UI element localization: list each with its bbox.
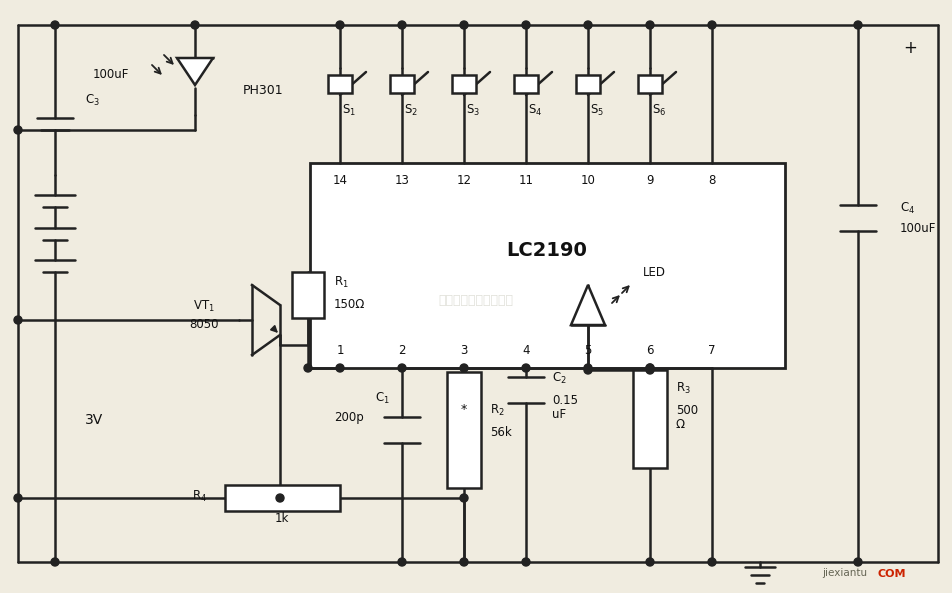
Text: 5: 5 <box>585 343 592 356</box>
Circle shape <box>398 364 406 372</box>
Text: 150Ω: 150Ω <box>334 298 366 311</box>
Circle shape <box>398 558 406 566</box>
Bar <box>328 75 352 93</box>
Text: 12: 12 <box>457 174 471 187</box>
Text: R$_3$: R$_3$ <box>676 381 691 396</box>
Text: 3: 3 <box>461 343 467 356</box>
Text: 14: 14 <box>332 174 347 187</box>
Text: +: + <box>903 39 917 57</box>
Text: S$_3$: S$_3$ <box>466 103 480 117</box>
Circle shape <box>191 21 199 29</box>
Circle shape <box>584 21 592 29</box>
Bar <box>576 75 600 93</box>
Circle shape <box>708 558 716 566</box>
Circle shape <box>854 21 862 29</box>
Circle shape <box>646 558 654 566</box>
Text: 10: 10 <box>581 174 595 187</box>
Bar <box>447 372 481 488</box>
Text: S$_2$: S$_2$ <box>404 103 418 117</box>
Circle shape <box>646 364 654 372</box>
Bar <box>638 75 662 93</box>
Polygon shape <box>571 285 605 325</box>
Bar <box>633 370 667 468</box>
Circle shape <box>14 316 22 324</box>
Text: COM: COM <box>878 569 906 579</box>
Bar <box>514 75 538 93</box>
Text: uF: uF <box>552 409 566 422</box>
Text: 杭州格睿科技有限公司: 杭州格睿科技有限公司 <box>439 294 513 307</box>
Text: 1: 1 <box>336 343 344 356</box>
Text: C$_2$: C$_2$ <box>552 371 566 385</box>
Text: R$_4$: R$_4$ <box>192 489 207 503</box>
Text: 100uF: 100uF <box>93 69 129 81</box>
Circle shape <box>522 364 530 372</box>
Circle shape <box>304 364 312 372</box>
Text: S$_5$: S$_5$ <box>590 103 605 117</box>
Text: 1k: 1k <box>275 512 289 524</box>
Circle shape <box>460 558 468 566</box>
Circle shape <box>276 494 284 502</box>
Text: VT$_1$: VT$_1$ <box>193 298 215 314</box>
Circle shape <box>584 366 592 374</box>
Text: PH301: PH301 <box>243 84 284 97</box>
Bar <box>390 75 414 93</box>
Text: 56k: 56k <box>490 426 512 438</box>
Text: C$_1$: C$_1$ <box>375 390 390 406</box>
Bar <box>292 272 324 318</box>
Text: C$_4$: C$_4$ <box>900 200 915 215</box>
Circle shape <box>708 21 716 29</box>
Bar <box>225 485 340 511</box>
Circle shape <box>646 366 654 374</box>
Text: 2: 2 <box>398 343 406 356</box>
Circle shape <box>336 21 344 29</box>
Polygon shape <box>177 58 213 85</box>
Circle shape <box>51 558 59 566</box>
Text: jiexiantu: jiexiantu <box>822 568 867 578</box>
Text: 11: 11 <box>519 174 533 187</box>
Text: 3V: 3V <box>85 413 103 427</box>
Text: S$_6$: S$_6$ <box>652 103 666 117</box>
Text: 6: 6 <box>646 343 654 356</box>
Circle shape <box>460 21 468 29</box>
Circle shape <box>336 364 344 372</box>
Circle shape <box>51 21 59 29</box>
Text: 200p: 200p <box>334 412 364 425</box>
Circle shape <box>646 364 654 372</box>
Circle shape <box>584 364 592 372</box>
Text: R$_2$: R$_2$ <box>490 403 505 417</box>
Text: S$_1$: S$_1$ <box>342 103 356 117</box>
Text: LED: LED <box>643 266 666 279</box>
Text: 7: 7 <box>708 343 716 356</box>
Circle shape <box>646 21 654 29</box>
Text: *: * <box>461 403 467 416</box>
Circle shape <box>522 21 530 29</box>
Text: 4: 4 <box>523 343 529 356</box>
Text: 500: 500 <box>676 403 698 416</box>
Text: Ω: Ω <box>676 419 685 432</box>
Text: R$_1$: R$_1$ <box>334 275 348 289</box>
Circle shape <box>522 558 530 566</box>
Text: 9: 9 <box>646 174 654 187</box>
Text: 100uF: 100uF <box>900 222 937 234</box>
Text: 8: 8 <box>708 174 716 187</box>
Circle shape <box>398 21 406 29</box>
Text: 13: 13 <box>394 174 409 187</box>
Text: S$_4$: S$_4$ <box>528 103 543 117</box>
Text: 8050: 8050 <box>189 317 219 330</box>
Circle shape <box>854 558 862 566</box>
Circle shape <box>14 126 22 134</box>
Text: C$_3$: C$_3$ <box>85 93 100 107</box>
Bar <box>452 75 476 93</box>
Circle shape <box>460 494 468 502</box>
Circle shape <box>14 494 22 502</box>
Text: LC2190: LC2190 <box>506 241 587 260</box>
Bar <box>310 163 785 368</box>
Circle shape <box>460 364 468 372</box>
Text: 0.15: 0.15 <box>552 394 578 406</box>
